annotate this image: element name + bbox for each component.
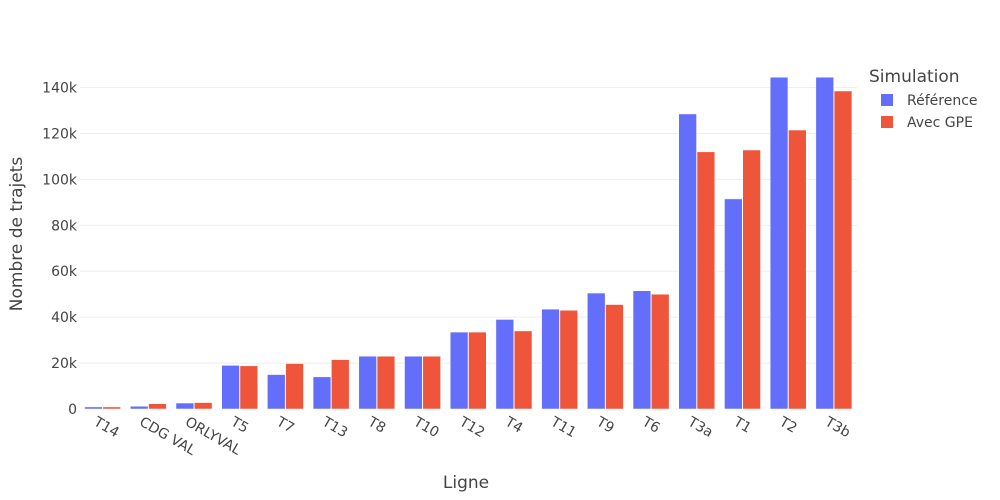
x-tick-label: T1 xyxy=(730,414,754,437)
legend-label-reference: Référence xyxy=(907,93,978,109)
y-tick-label: 120k xyxy=(42,126,78,142)
bar-avec-gpe[interactable] xyxy=(513,330,533,410)
x-tick-label: T12 xyxy=(456,414,488,442)
x-tick-label: T13 xyxy=(319,414,351,442)
y-tick-label: 20k xyxy=(51,356,78,372)
bar-avec-gpe[interactable] xyxy=(833,90,853,410)
bar-avec-gpe[interactable] xyxy=(102,406,121,410)
bar-avec-gpe[interactable] xyxy=(605,304,624,410)
bar-reference[interactable] xyxy=(724,198,743,410)
bar-reference[interactable] xyxy=(312,376,332,410)
legend-item-avec-gpe[interactable]: Avec GPE xyxy=(881,115,973,131)
x-tick-label: T3a xyxy=(684,414,715,441)
bar-reference[interactable] xyxy=(815,76,834,410)
y-tick-label: 80k xyxy=(51,218,78,234)
bar-avec-gpe[interactable] xyxy=(468,331,487,410)
bar-reference[interactable] xyxy=(84,406,103,410)
bar-reference[interactable] xyxy=(678,113,697,410)
bar-reference[interactable] xyxy=(175,402,195,410)
legend[interactable]: Simulation Référence Avec GPE xyxy=(869,67,978,131)
y-tick-label: 100k xyxy=(42,172,78,188)
x-tick-label: T14 xyxy=(90,414,122,442)
legend-title: Simulation xyxy=(869,67,960,87)
x-tick-label: T4 xyxy=(501,414,525,437)
bar-avec-gpe[interactable] xyxy=(285,363,304,410)
bar-reference[interactable] xyxy=(449,331,469,410)
y-axis-title: Nombre de trajets xyxy=(7,157,27,312)
bar-avec-gpe[interactable] xyxy=(788,129,807,410)
bar-reference[interactable] xyxy=(404,355,423,410)
y-tick-label: 140k xyxy=(42,81,78,97)
x-tick-label: T10 xyxy=(410,414,442,442)
legend-swatch-reference xyxy=(881,94,893,106)
bar-avec-gpe[interactable] xyxy=(742,149,761,410)
x-tick-label: T7 xyxy=(273,414,297,437)
y-tick-label: 60k xyxy=(51,264,78,280)
bar-avec-gpe[interactable] xyxy=(331,359,350,410)
x-tick-label: T9 xyxy=(593,414,617,437)
bar-reference[interactable] xyxy=(632,290,652,410)
bar-avec-gpe[interactable] xyxy=(194,402,213,410)
legend-label-avec-gpe: Avec GPE xyxy=(907,115,973,131)
bar-avec-gpe[interactable] xyxy=(148,403,167,410)
legend-item-reference[interactable]: Référence xyxy=(881,93,978,109)
bar-avec-gpe[interactable] xyxy=(651,293,670,410)
bar-avec-gpe[interactable] xyxy=(696,151,716,410)
bar-reference[interactable] xyxy=(541,308,560,410)
bar-reference[interactable] xyxy=(130,405,149,410)
bar-reference[interactable] xyxy=(587,292,606,410)
gridlines xyxy=(80,87,857,364)
bar-reference[interactable] xyxy=(221,365,240,410)
bar-reference[interactable] xyxy=(358,355,377,410)
y-tick-label: 40k xyxy=(51,310,78,326)
y-axis-ticks: 0 20k 40k 60k 80k 100k 120k 140k xyxy=(42,81,78,418)
x-tick-label: T6 xyxy=(638,414,662,437)
bar-reference[interactable] xyxy=(495,319,514,410)
x-tick-label: T11 xyxy=(547,414,579,442)
x-tick-label: T2 xyxy=(776,414,800,437)
x-axis-title: Ligne xyxy=(443,473,489,493)
bar-avec-gpe[interactable] xyxy=(422,355,441,410)
x-tick-label: T3b xyxy=(821,414,853,442)
legend-swatch-avec-gpe xyxy=(881,116,893,128)
bar-avec-gpe[interactable] xyxy=(239,365,259,410)
bar-avec-gpe[interactable] xyxy=(376,355,396,410)
x-tick-label: T5 xyxy=(227,414,251,437)
bar-reference[interactable] xyxy=(769,76,789,410)
bar-reference[interactable] xyxy=(267,374,286,410)
bar-avec-gpe[interactable] xyxy=(559,310,578,410)
bars xyxy=(84,76,853,410)
y-tick-label: 0 xyxy=(68,402,77,418)
x-tick-label: T8 xyxy=(364,414,388,437)
